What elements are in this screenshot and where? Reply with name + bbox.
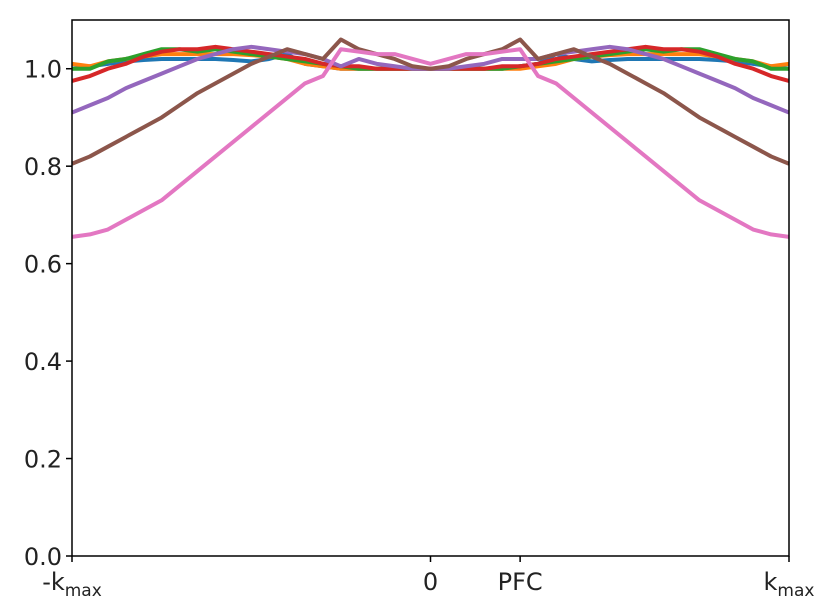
x-tick-label: 0 (423, 568, 438, 596)
x-tick-label: PFC (498, 568, 543, 596)
y-tick-label: 0.0 (24, 543, 62, 571)
y-tick-label: 1.0 (24, 56, 62, 84)
y-tick-label: 0.6 (24, 251, 62, 279)
x-axis: -kmax 0 PFC kmax (42, 556, 814, 601)
series-line-7 (71, 47, 790, 239)
y-axis: 0.0 0.2 0.4 0.6 0.8 1.0 (24, 56, 72, 571)
series-line-5 (71, 44, 790, 115)
plot-frame (71, 19, 790, 557)
x-tick-label: kmax (764, 568, 815, 601)
x-tick-label: -kmax (42, 568, 102, 601)
y-tick-label: 0.8 (24, 153, 62, 181)
y-tick-label: 0.4 (24, 348, 62, 376)
series-line-6 (71, 37, 790, 166)
y-tick-label: 0.2 (24, 446, 62, 474)
series-layer (71, 37, 790, 239)
